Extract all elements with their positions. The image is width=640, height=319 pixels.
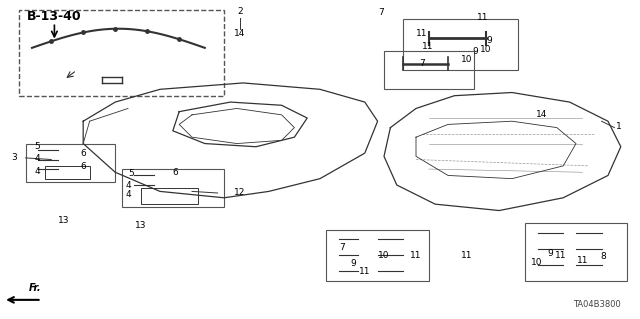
Text: 7: 7 <box>339 243 345 252</box>
Text: 4: 4 <box>125 181 131 189</box>
Text: 10: 10 <box>378 251 389 260</box>
Text: 11: 11 <box>410 251 421 260</box>
Text: 11: 11 <box>461 251 473 260</box>
Text: 11: 11 <box>555 251 566 260</box>
Text: 11: 11 <box>416 29 428 38</box>
Text: 6: 6 <box>173 168 179 177</box>
Text: Fr.: Fr. <box>29 284 42 293</box>
Text: 10: 10 <box>531 258 543 267</box>
Text: 12: 12 <box>234 189 245 197</box>
Text: 14: 14 <box>536 110 547 119</box>
Text: 1: 1 <box>616 122 622 130</box>
Text: 10: 10 <box>480 45 492 54</box>
Text: 7: 7 <box>378 8 383 17</box>
Text: 7: 7 <box>420 59 425 68</box>
Text: 9: 9 <box>486 36 492 45</box>
Text: 14: 14 <box>234 29 246 38</box>
Text: TA04B3800: TA04B3800 <box>573 300 621 309</box>
Text: 4: 4 <box>35 167 40 176</box>
Text: 8: 8 <box>600 252 606 261</box>
Text: 4: 4 <box>35 154 40 163</box>
Text: 13: 13 <box>135 221 147 230</box>
Text: 11: 11 <box>577 256 588 265</box>
Text: 2: 2 <box>237 7 243 16</box>
Text: 3: 3 <box>12 153 17 162</box>
Text: 10: 10 <box>461 56 472 64</box>
Text: 13: 13 <box>58 216 70 225</box>
Text: 9: 9 <box>472 47 478 56</box>
Text: B-13-40: B-13-40 <box>27 10 82 23</box>
Text: 6: 6 <box>80 162 86 171</box>
Text: 11: 11 <box>359 267 371 276</box>
Text: 9: 9 <box>351 259 356 268</box>
Text: 11: 11 <box>422 42 434 51</box>
Text: 9: 9 <box>547 249 553 258</box>
Bar <box>45 166 90 179</box>
Text: 5: 5 <box>129 169 134 178</box>
Text: 4: 4 <box>125 190 131 199</box>
Text: 6: 6 <box>80 149 86 158</box>
Text: 11: 11 <box>477 13 488 22</box>
Bar <box>141 188 198 204</box>
Text: 5: 5 <box>35 142 40 151</box>
